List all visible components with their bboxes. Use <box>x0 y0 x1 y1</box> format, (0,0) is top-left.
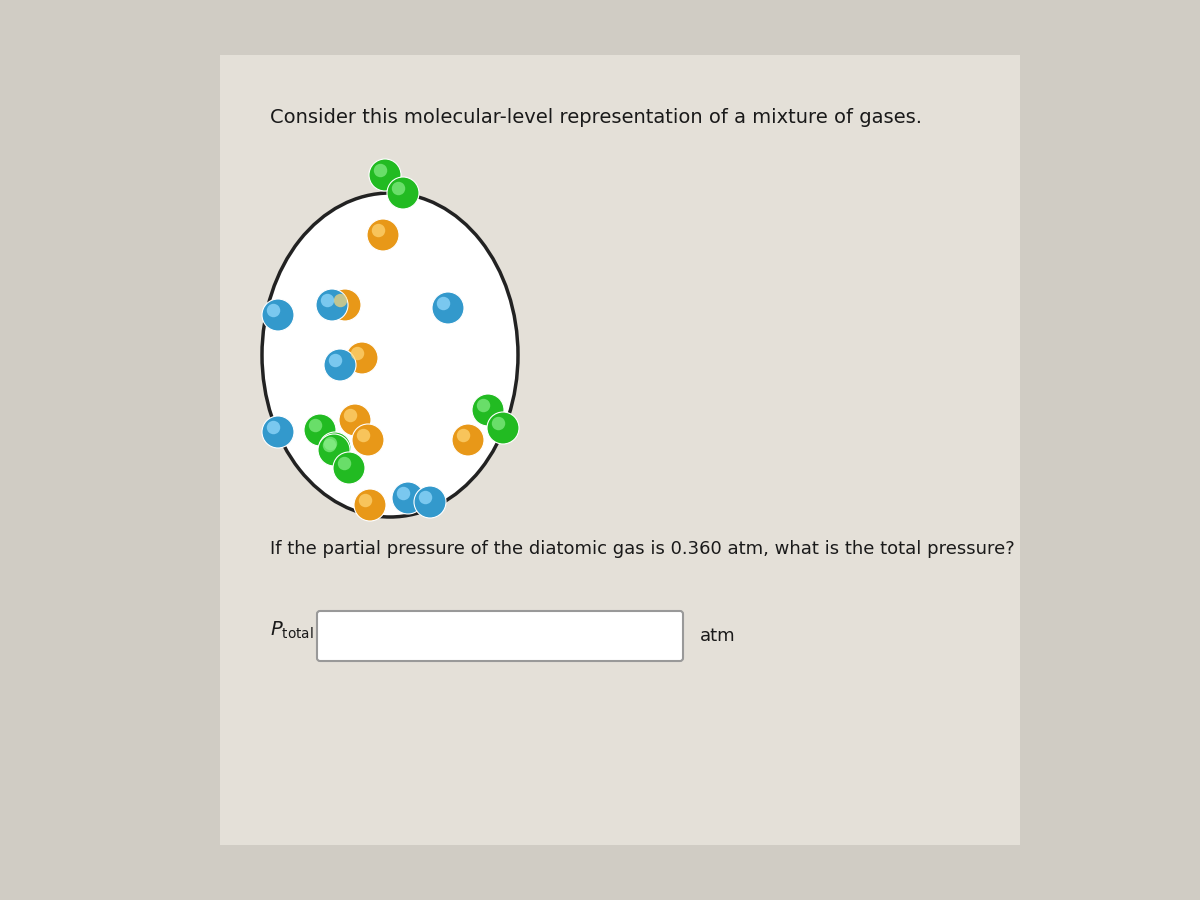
Circle shape <box>492 417 505 430</box>
Circle shape <box>334 293 347 307</box>
Circle shape <box>352 424 384 456</box>
Circle shape <box>452 424 484 456</box>
Circle shape <box>457 428 470 442</box>
Circle shape <box>432 292 464 324</box>
Bar <box>220 55 1020 845</box>
Circle shape <box>343 409 358 422</box>
Text: atm: atm <box>700 627 736 645</box>
Circle shape <box>472 394 504 426</box>
Circle shape <box>386 177 419 209</box>
Text: If the partial pressure of the diatomic gas is 0.360 atm, what is the total pres: If the partial pressure of the diatomic … <box>270 540 1015 558</box>
Text: $\mathit{P}_\mathrm{total}$ =: $\mathit{P}_\mathrm{total}$ = <box>270 619 336 641</box>
Text: Consider this molecular-level representation of a mixture of gases.: Consider this molecular-level representa… <box>270 108 922 127</box>
Circle shape <box>329 354 342 367</box>
Circle shape <box>374 164 388 177</box>
Circle shape <box>359 494 372 508</box>
FancyBboxPatch shape <box>317 611 683 661</box>
Circle shape <box>323 439 336 452</box>
Circle shape <box>316 289 348 321</box>
Circle shape <box>487 412 520 444</box>
Circle shape <box>304 414 336 446</box>
Circle shape <box>266 421 281 434</box>
Circle shape <box>320 293 335 307</box>
Circle shape <box>340 404 371 436</box>
Circle shape <box>329 289 361 321</box>
Circle shape <box>324 436 337 450</box>
Circle shape <box>350 346 365 360</box>
Circle shape <box>319 432 352 464</box>
Circle shape <box>308 418 323 432</box>
Circle shape <box>262 299 294 331</box>
Circle shape <box>346 342 378 374</box>
Circle shape <box>370 159 401 191</box>
Circle shape <box>324 349 356 381</box>
Circle shape <box>318 434 350 466</box>
Circle shape <box>414 486 446 518</box>
Circle shape <box>391 182 406 195</box>
Circle shape <box>419 491 432 504</box>
Circle shape <box>367 219 398 251</box>
Ellipse shape <box>262 193 518 517</box>
Circle shape <box>437 297 450 310</box>
Circle shape <box>338 457 352 470</box>
Circle shape <box>397 487 410 500</box>
Circle shape <box>354 489 386 521</box>
Circle shape <box>392 482 424 514</box>
Circle shape <box>356 428 371 442</box>
Circle shape <box>334 452 365 484</box>
Circle shape <box>262 416 294 448</box>
Circle shape <box>266 304 281 317</box>
Circle shape <box>372 224 385 238</box>
Circle shape <box>476 399 491 412</box>
